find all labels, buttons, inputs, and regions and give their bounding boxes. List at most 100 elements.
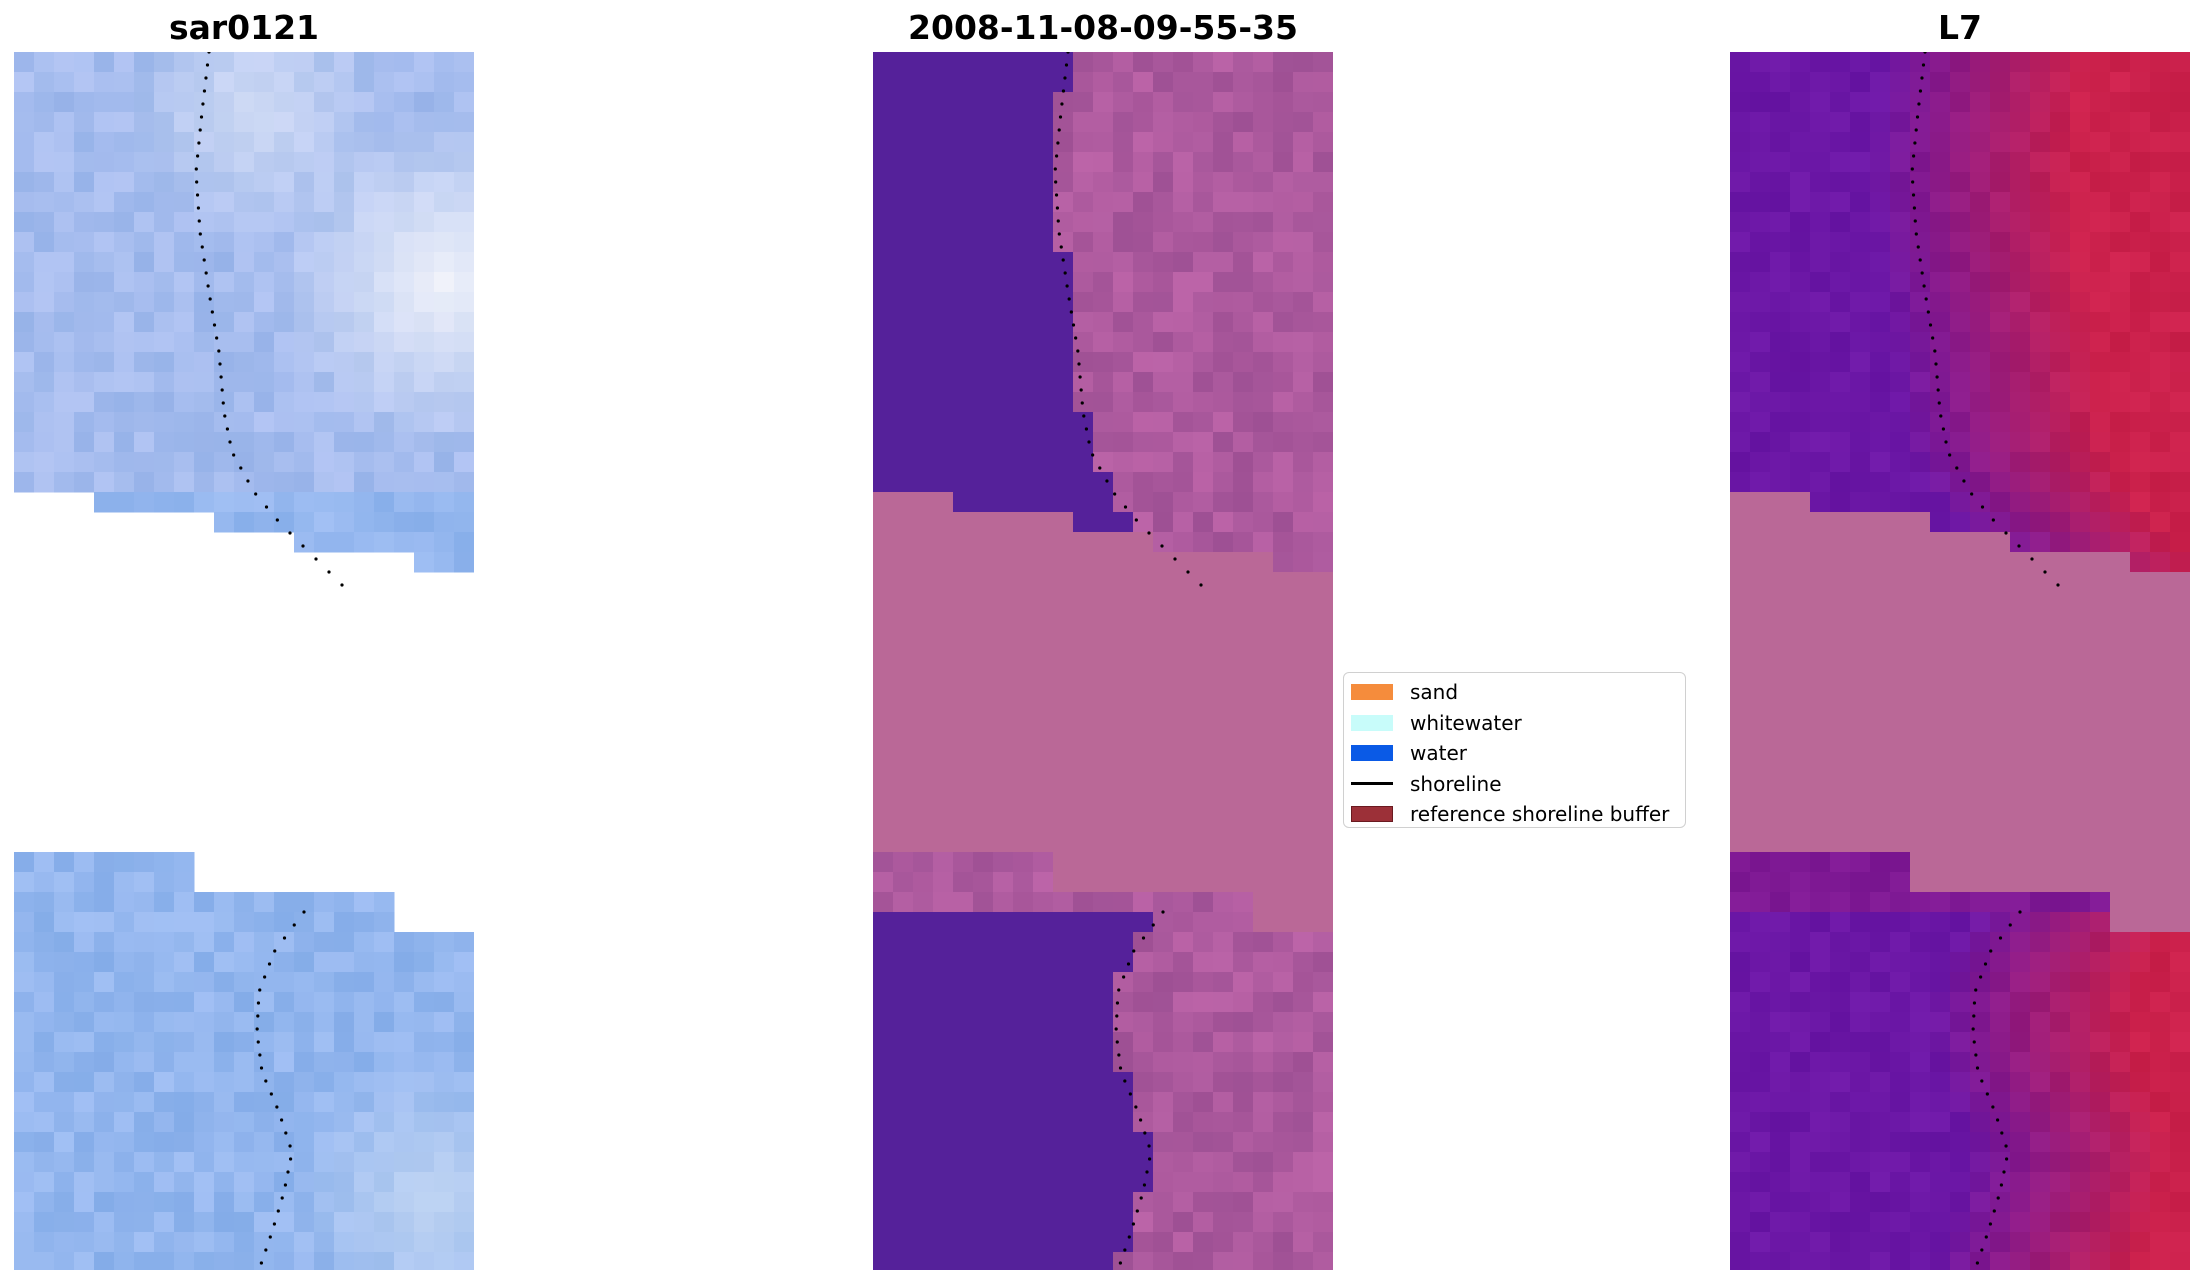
raster-pixel	[1033, 692, 1054, 713]
raster-pixel	[913, 1152, 934, 1173]
raster-pixel	[1273, 1192, 1294, 1213]
raster-pixel	[2030, 1252, 2051, 1270]
raster-pixel	[1113, 372, 1134, 393]
raster-pixel	[973, 712, 994, 733]
raster-pixel	[1830, 732, 1851, 753]
raster-pixel	[2010, 952, 2031, 973]
raster-pixel	[1730, 192, 1751, 213]
raster-pixel	[1313, 112, 1333, 133]
raster-pixel	[74, 1172, 95, 1193]
raster-pixel	[154, 932, 175, 953]
shoreline-point	[1077, 362, 1081, 366]
raster-pixel	[1313, 872, 1333, 893]
raster-pixel	[1770, 652, 1791, 673]
raster-pixel	[2090, 332, 2111, 353]
raster-pixel	[993, 612, 1014, 633]
raster-pixel	[334, 92, 355, 113]
raster-pixel	[1093, 272, 1114, 293]
shoreline-point	[292, 923, 296, 927]
raster-pixel	[214, 1232, 235, 1253]
raster-pixel	[274, 1252, 295, 1270]
raster-pixel	[334, 52, 355, 73]
raster-pixel	[214, 332, 235, 353]
raster-pixel	[1133, 652, 1154, 673]
raster-pixel	[154, 872, 175, 893]
raster-pixel	[1770, 92, 1791, 113]
raster-pixel	[933, 852, 954, 873]
raster-pixel	[294, 1012, 315, 1033]
raster-pixel	[1910, 552, 1931, 573]
raster-pixel	[434, 1132, 455, 1153]
raster-pixel	[1073, 152, 1094, 173]
raster-pixel	[1930, 592, 1951, 613]
raster-pixel	[893, 732, 914, 753]
raster-pixel	[74, 112, 95, 133]
raster-pixel	[2090, 1132, 2111, 1153]
raster-pixel	[1890, 152, 1911, 173]
raster-pixel	[1153, 452, 1174, 473]
raster-pixel	[1850, 1072, 1871, 1093]
raster-pixel	[54, 972, 75, 993]
raster-pixel	[1233, 812, 1254, 833]
raster-pixel	[1730, 852, 1751, 873]
raster-pixel	[194, 1212, 215, 1233]
raster-pixel	[1213, 652, 1234, 673]
raster-pixel	[1750, 632, 1771, 653]
raster-pixel	[2030, 172, 2051, 193]
raster-pixel	[1750, 792, 1771, 813]
raster-pixel	[1113, 872, 1134, 893]
raster-pixel	[1990, 452, 2011, 473]
raster-pixel	[913, 352, 934, 373]
shoreline-point	[275, 518, 279, 522]
raster-pixel	[953, 1112, 974, 1133]
raster-pixel	[174, 72, 195, 93]
raster-pixel	[933, 1112, 954, 1133]
raster-pixel	[2130, 852, 2151, 873]
raster-pixel	[1133, 52, 1154, 73]
raster-pixel	[334, 372, 355, 393]
raster-pixel	[1850, 1092, 1871, 1113]
raster-pixel	[1750, 172, 1771, 193]
raster-pixel	[1053, 1252, 1074, 1270]
raster-pixel	[1273, 932, 1294, 953]
raster-pixel	[34, 932, 55, 953]
raster-pixel	[1930, 192, 1951, 213]
shoreline-point	[1985, 1092, 1989, 1096]
raster-pixel	[34, 1012, 55, 1033]
raster-pixel	[174, 352, 195, 373]
raster-pixel	[2050, 352, 2071, 373]
raster-pixel	[54, 892, 75, 913]
raster-pixel	[434, 152, 455, 173]
raster-pixel	[1033, 272, 1054, 293]
raster-pixel	[1153, 992, 1174, 1013]
raster-pixel	[913, 1192, 934, 1213]
raster-pixel	[1053, 932, 1074, 953]
raster-pixel	[973, 1032, 994, 1053]
raster-pixel	[873, 132, 894, 153]
shoreline-point	[1928, 323, 1933, 327]
raster-pixel	[1013, 992, 1034, 1013]
raster-pixel	[993, 152, 1014, 173]
raster-pixel	[1810, 552, 1831, 573]
raster-pixel	[2150, 92, 2171, 113]
raster-pixel	[94, 1032, 115, 1053]
raster-pixel	[274, 392, 295, 413]
shoreline-point	[2008, 923, 2012, 927]
shoreline-point	[1984, 1235, 1988, 1239]
shoreline-point	[1063, 76, 1067, 80]
raster-pixel	[1013, 212, 1034, 233]
raster-pixel	[873, 172, 894, 193]
raster-pixel	[1810, 672, 1831, 693]
raster-pixel	[1970, 652, 1991, 673]
raster-pixel	[1133, 172, 1154, 193]
raster-pixel	[1113, 332, 1134, 353]
raster-pixel	[873, 352, 894, 373]
raster-pixel	[1810, 292, 1831, 313]
raster-pixel	[1013, 432, 1034, 453]
raster-pixel	[194, 392, 215, 413]
raster-pixel	[1133, 992, 1154, 1013]
raster-pixel	[913, 972, 934, 993]
raster-pixel	[1173, 752, 1194, 773]
raster-pixel	[2110, 1072, 2131, 1093]
raster-pixel	[1193, 272, 1214, 293]
